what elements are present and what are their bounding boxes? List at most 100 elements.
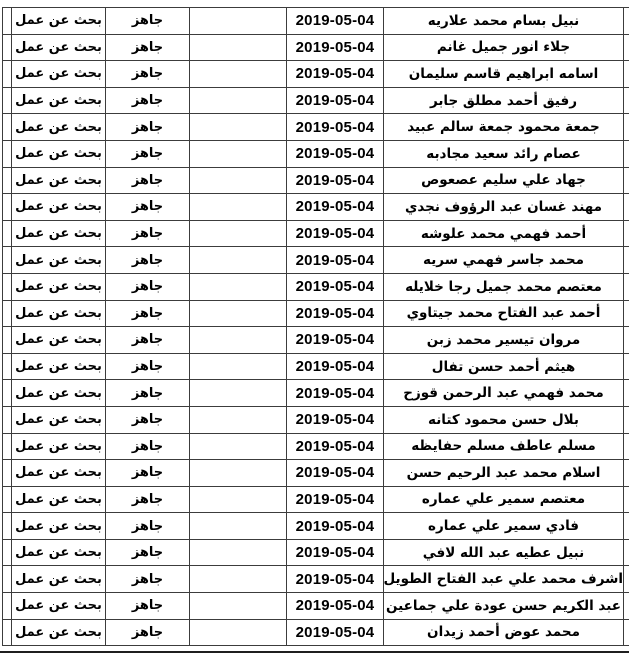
- table-row: بحث عن عمل جاهز 2019-05-04 جلاء انور جمي…: [2, 33, 629, 62]
- name-cell: اشرف محمد علي عبد الفتاح الطويل: [383, 565, 624, 594]
- empty-cell: [189, 538, 287, 567]
- ready-cell: جاهز: [105, 592, 190, 620]
- status-cell: بحث عن عمل: [11, 272, 106, 301]
- ready-cell: جاهز: [105, 352, 190, 381]
- right-edge-cell: [623, 432, 629, 461]
- table-row: بحث عن عمل جاهز 2019-05-04 اسامه ابراهيم…: [2, 60, 629, 88]
- empty-cell: [189, 326, 287, 354]
- name-cell: معتصم محمد جميل رجا خلايله: [383, 272, 624, 301]
- table-row: بحث عن عمل جاهز 2019-05-04 جهاد علي سليم…: [2, 166, 629, 195]
- right-edge-cell: [623, 113, 629, 141]
- name-cell: جمعة محمود جمعة سالم عبيد: [383, 113, 624, 141]
- empty-cell: [189, 7, 287, 35]
- left-edge-cell: [2, 352, 12, 381]
- name-cell: هيثم أحمد حسن تفال: [383, 352, 624, 381]
- left-edge-cell: [2, 592, 12, 620]
- table-row: بحث عن عمل جاهز 2019-05-04 مهند غسان عبد…: [2, 193, 629, 221]
- empty-cell: [189, 379, 287, 407]
- table-row: بحث عن عمل جاهز 2019-05-04 مسلم عاطف مسل…: [2, 432, 629, 461]
- right-edge-cell: [623, 33, 629, 62]
- left-edge-cell: [2, 485, 12, 514]
- left-edge-cell: [2, 60, 12, 88]
- ready-cell: جاهز: [105, 113, 190, 141]
- date-cell: 2019-05-04: [286, 246, 384, 274]
- ready-cell: جاهز: [105, 139, 190, 168]
- date-cell: 2019-05-04: [286, 565, 384, 594]
- name-cell: محمد جاسر فهمي سريه: [383, 246, 624, 274]
- date-cell: 2019-05-04: [286, 538, 384, 567]
- left-edge-cell: [2, 219, 12, 248]
- empty-cell: [189, 565, 287, 594]
- left-edge-cell: [2, 379, 12, 407]
- ready-cell: جاهز: [105, 33, 190, 62]
- left-edge-cell: [2, 139, 12, 168]
- date-cell: 2019-05-04: [286, 299, 384, 328]
- right-edge-cell: [623, 485, 629, 514]
- status-cell: بحث عن عمل: [11, 33, 106, 62]
- left-edge-cell: [2, 272, 12, 301]
- ready-cell: جاهز: [105, 246, 190, 274]
- right-edge-cell: [623, 405, 629, 434]
- right-edge-cell: [623, 379, 629, 407]
- left-edge-cell: [2, 113, 12, 141]
- ready-cell: جاهز: [105, 86, 190, 115]
- date-cell: 2019-05-04: [286, 405, 384, 434]
- date-cell: 2019-05-04: [286, 379, 384, 407]
- status-cell: بحث عن عمل: [11, 246, 106, 274]
- empty-cell: [189, 352, 287, 381]
- empty-cell: [189, 166, 287, 195]
- table-row: بحث عن عمل جاهز 2019-05-04 نبيل بسام محم…: [2, 7, 629, 35]
- table-row: بحث عن عمل جاهز 2019-05-04 نبيل عطيه عبد…: [2, 538, 629, 567]
- table-row: بحث عن عمل جاهز 2019-05-04 بلال حسن محمو…: [2, 405, 629, 434]
- name-cell: اسامه ابراهيم قاسم سليمان: [383, 60, 624, 88]
- date-cell: 2019-05-04: [286, 33, 384, 62]
- right-edge-cell: [623, 246, 629, 274]
- name-cell: أحمد عبد الفتاح محمد جيتاوي: [383, 299, 624, 328]
- table-row: بحث عن عمل جاهز 2019-05-04 عصام رائد سعي…: [2, 139, 629, 168]
- right-edge-cell: [623, 272, 629, 301]
- status-cell: بحث عن عمل: [11, 113, 106, 141]
- name-cell: جلاء انور جميل غانم: [383, 33, 624, 62]
- right-edge-cell: [623, 352, 629, 381]
- status-cell: بحث عن عمل: [11, 7, 106, 35]
- date-cell: 2019-05-04: [286, 86, 384, 115]
- status-cell: بحث عن عمل: [11, 592, 106, 620]
- name-cell: نبيل عطيه عبد الله لافي: [383, 538, 624, 567]
- right-edge-cell: [623, 86, 629, 115]
- status-cell: بحث عن عمل: [11, 219, 106, 248]
- right-edge-cell: [623, 512, 629, 540]
- ready-cell: جاهز: [105, 219, 190, 248]
- name-cell: أحمد فهمي محمد علوشه: [383, 219, 624, 248]
- right-edge-cell: [623, 60, 629, 88]
- left-edge-cell: [2, 459, 12, 487]
- name-cell: عبد الكريم حسن عودة علي جماعين: [383, 592, 624, 620]
- date-cell: 2019-05-04: [286, 618, 384, 647]
- left-edge-cell: [2, 326, 12, 354]
- ready-cell: جاهز: [105, 60, 190, 88]
- name-cell: اسلام محمد عبد الرحيم حسن: [383, 459, 624, 487]
- empty-cell: [189, 618, 287, 647]
- table-row: بحث عن عمل جاهز 2019-05-04 محمد فهمي عبد…: [2, 379, 629, 407]
- status-cell: بحث عن عمل: [11, 618, 106, 647]
- table-row: بحث عن عمل جاهز 2019-05-04 أحمد فهمي محم…: [2, 219, 629, 248]
- empty-cell: [189, 219, 287, 248]
- date-cell: 2019-05-04: [286, 113, 384, 141]
- ready-cell: جاهز: [105, 379, 190, 407]
- status-cell: بحث عن عمل: [11, 538, 106, 567]
- table-row: بحث عن عمل جاهز 2019-05-04 أحمد عبد الفت…: [2, 299, 629, 328]
- empty-cell: [189, 592, 287, 620]
- empty-cell: [189, 299, 287, 328]
- left-edge-cell: [2, 33, 12, 62]
- date-cell: 2019-05-04: [286, 139, 384, 168]
- table-row: بحث عن عمل جاهز 2019-05-04 محمد جاسر فهم…: [2, 246, 629, 274]
- name-cell: نبيل بسام محمد علاريه: [383, 7, 624, 35]
- status-cell: بحث عن عمل: [11, 299, 106, 328]
- left-edge-cell: [2, 246, 12, 274]
- status-cell: بحث عن عمل: [11, 326, 106, 354]
- ready-cell: جاهز: [105, 193, 190, 221]
- name-cell: محمد عوض أحمد زيدان: [383, 618, 624, 647]
- left-edge-cell: [2, 512, 12, 540]
- ready-cell: جاهز: [105, 485, 190, 514]
- table-row: بحث عن عمل جاهز 2019-05-04 جمعة محمود جم…: [2, 113, 629, 141]
- name-cell: مهند غسان عبد الرؤوف نجدي: [383, 193, 624, 221]
